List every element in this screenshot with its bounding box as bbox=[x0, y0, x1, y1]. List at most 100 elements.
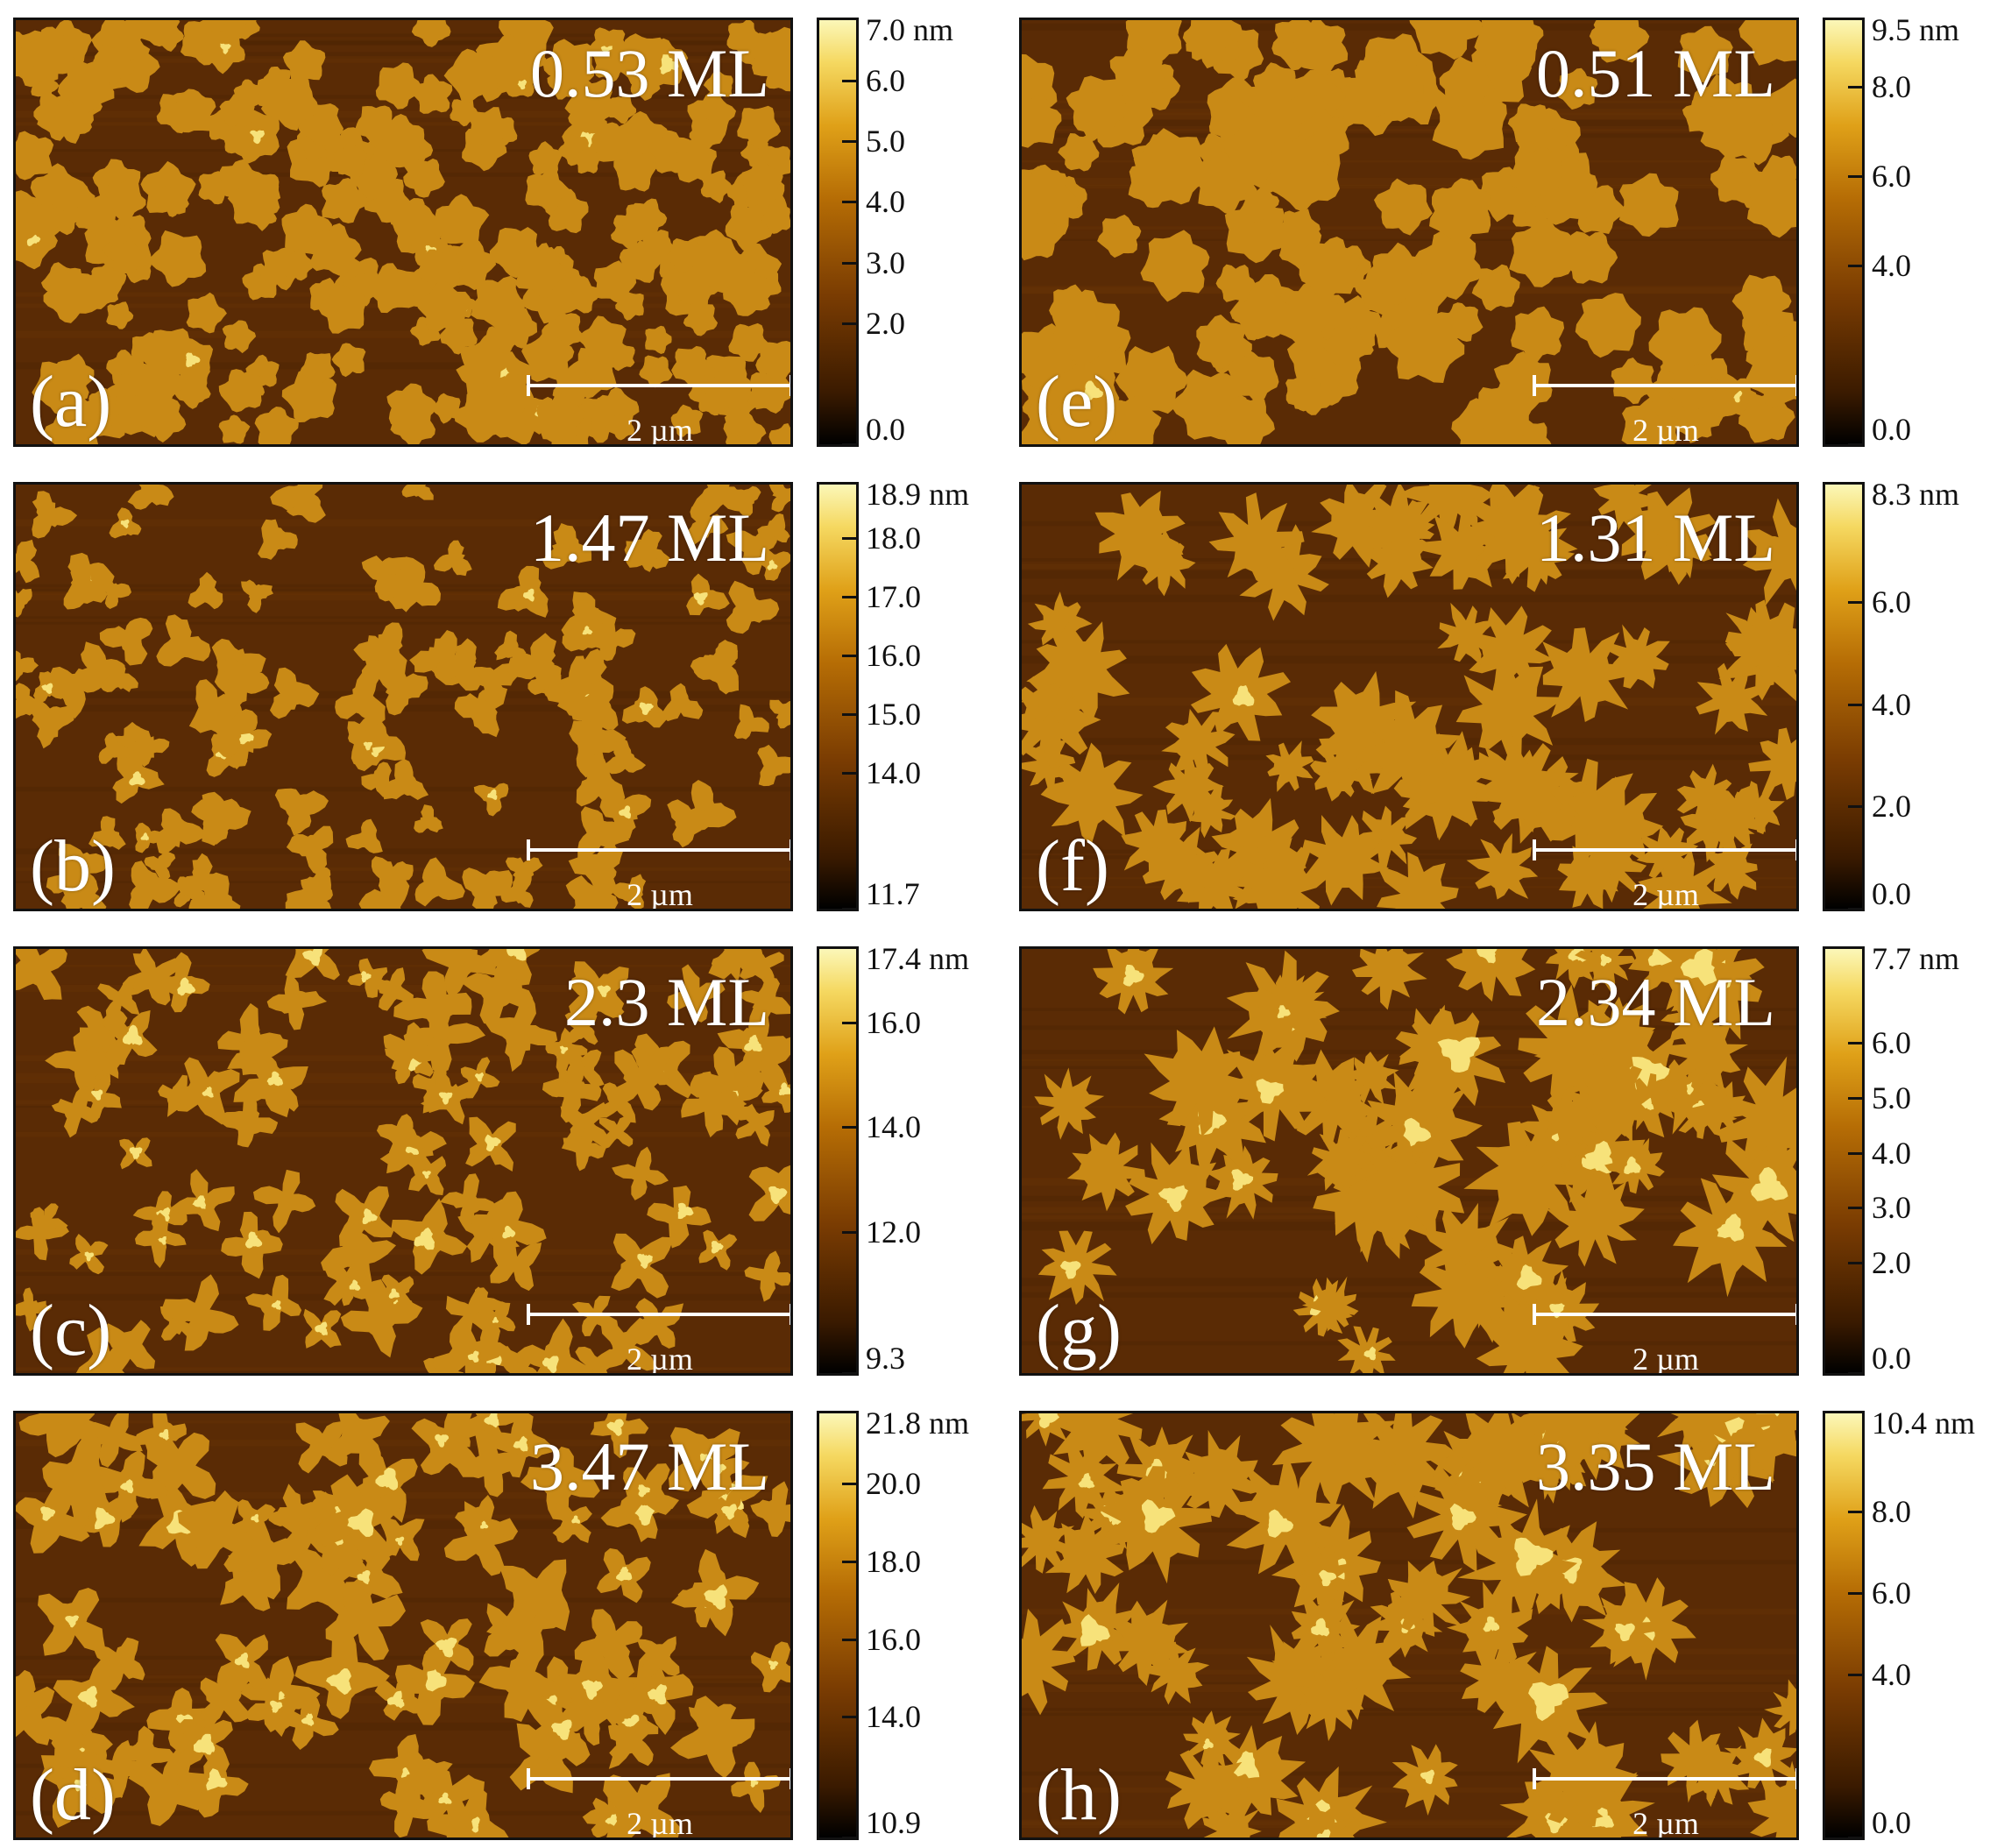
island bbox=[744, 1250, 790, 1302]
panel-tag: (h) bbox=[1036, 1754, 1122, 1836]
island bbox=[1738, 20, 1796, 66]
coverage-label: 1.47 ML bbox=[530, 499, 769, 576]
island bbox=[473, 782, 509, 817]
island bbox=[218, 1094, 279, 1148]
scan-line bbox=[16, 52, 790, 59]
island bbox=[25, 26, 77, 78]
colorbar-tick-label: 0.0 bbox=[1872, 412, 1911, 447]
island bbox=[318, 284, 367, 334]
island bbox=[1470, 485, 1578, 585]
island-peak bbox=[362, 1208, 378, 1225]
colorbar-tick bbox=[842, 1482, 856, 1485]
island bbox=[411, 20, 451, 47]
island-peak bbox=[639, 702, 655, 715]
colorbar-tick bbox=[1848, 86, 1862, 89]
island bbox=[16, 1287, 52, 1332]
island-peak bbox=[1267, 1509, 1294, 1538]
island-peak bbox=[388, 1288, 400, 1299]
afm-image-d bbox=[16, 1413, 790, 1837]
scan-line bbox=[1022, 640, 1796, 644]
island bbox=[188, 872, 241, 909]
scale-bar bbox=[1533, 375, 1796, 396]
island bbox=[1351, 949, 1427, 1010]
island-peak bbox=[192, 1195, 207, 1209]
island bbox=[1457, 1498, 1578, 1618]
island bbox=[1022, 1505, 1080, 1574]
colorbar-tick bbox=[842, 1230, 856, 1234]
island-peak bbox=[421, 1171, 431, 1179]
scan-line bbox=[1022, 177, 1796, 187]
island-peak bbox=[637, 1253, 653, 1270]
island bbox=[379, 668, 428, 716]
island bbox=[737, 105, 782, 149]
island bbox=[769, 699, 790, 729]
island bbox=[1437, 602, 1498, 666]
island bbox=[1208, 492, 1305, 587]
island bbox=[266, 973, 328, 1030]
island bbox=[24, 202, 59, 238]
colorbar-tick-label: 10.9 bbox=[866, 1805, 921, 1840]
island bbox=[1668, 1009, 1749, 1093]
island bbox=[1414, 230, 1483, 301]
island bbox=[471, 275, 526, 331]
scan-line bbox=[16, 1367, 790, 1371]
island bbox=[401, 485, 434, 500]
island bbox=[1746, 168, 1796, 238]
island bbox=[51, 1087, 100, 1138]
island bbox=[1285, 372, 1322, 412]
island bbox=[666, 238, 702, 274]
colorbar-tick bbox=[1848, 1041, 1862, 1044]
island bbox=[608, 1717, 654, 1769]
island bbox=[1022, 164, 1069, 215]
island-peak bbox=[177, 977, 196, 996]
colorbar-tick bbox=[1848, 265, 1862, 268]
island bbox=[1391, 1744, 1458, 1816]
island bbox=[760, 203, 790, 234]
island-peak bbox=[616, 1566, 633, 1582]
island bbox=[89, 816, 126, 850]
island bbox=[750, 1481, 790, 1537]
island bbox=[708, 949, 769, 981]
island-peak bbox=[94, 1507, 116, 1530]
afm-image-c bbox=[16, 949, 790, 1373]
island bbox=[1301, 1276, 1359, 1332]
scale-bar bbox=[527, 1304, 790, 1325]
colorbar-tick bbox=[1848, 175, 1862, 179]
island bbox=[218, 414, 251, 444]
island bbox=[372, 967, 414, 1011]
island bbox=[525, 168, 571, 213]
coverage-label: 0.53 ML bbox=[530, 35, 769, 111]
island-peak bbox=[659, 54, 679, 75]
island-peak bbox=[386, 1690, 405, 1709]
colorbar-tick-label: 2.0 bbox=[1872, 1245, 1911, 1281]
island bbox=[63, 562, 108, 610]
island bbox=[1555, 67, 1598, 110]
island bbox=[1400, 731, 1500, 839]
island-peak bbox=[250, 130, 266, 145]
island bbox=[390, 198, 429, 237]
island bbox=[269, 667, 320, 719]
island bbox=[1699, 94, 1760, 161]
island bbox=[1066, 1132, 1146, 1212]
island bbox=[202, 791, 251, 846]
island bbox=[492, 324, 520, 354]
island bbox=[454, 1495, 508, 1550]
island-peak bbox=[516, 79, 528, 90]
island bbox=[588, 400, 618, 428]
island bbox=[380, 1274, 414, 1309]
island bbox=[1202, 1798, 1262, 1837]
island-peak bbox=[767, 559, 778, 570]
island-peak bbox=[465, 1816, 480, 1833]
island bbox=[562, 598, 616, 652]
island-peak bbox=[120, 519, 130, 529]
colorbar-tick bbox=[1848, 1262, 1862, 1265]
island bbox=[1144, 1641, 1210, 1705]
island bbox=[1455, 662, 1566, 767]
island bbox=[1373, 178, 1433, 236]
island bbox=[144, 851, 176, 881]
colorbar-tick bbox=[1848, 1372, 1862, 1375]
island-peak bbox=[633, 1503, 656, 1526]
island bbox=[613, 150, 658, 192]
scan-line bbox=[16, 1270, 790, 1273]
island bbox=[462, 867, 513, 909]
